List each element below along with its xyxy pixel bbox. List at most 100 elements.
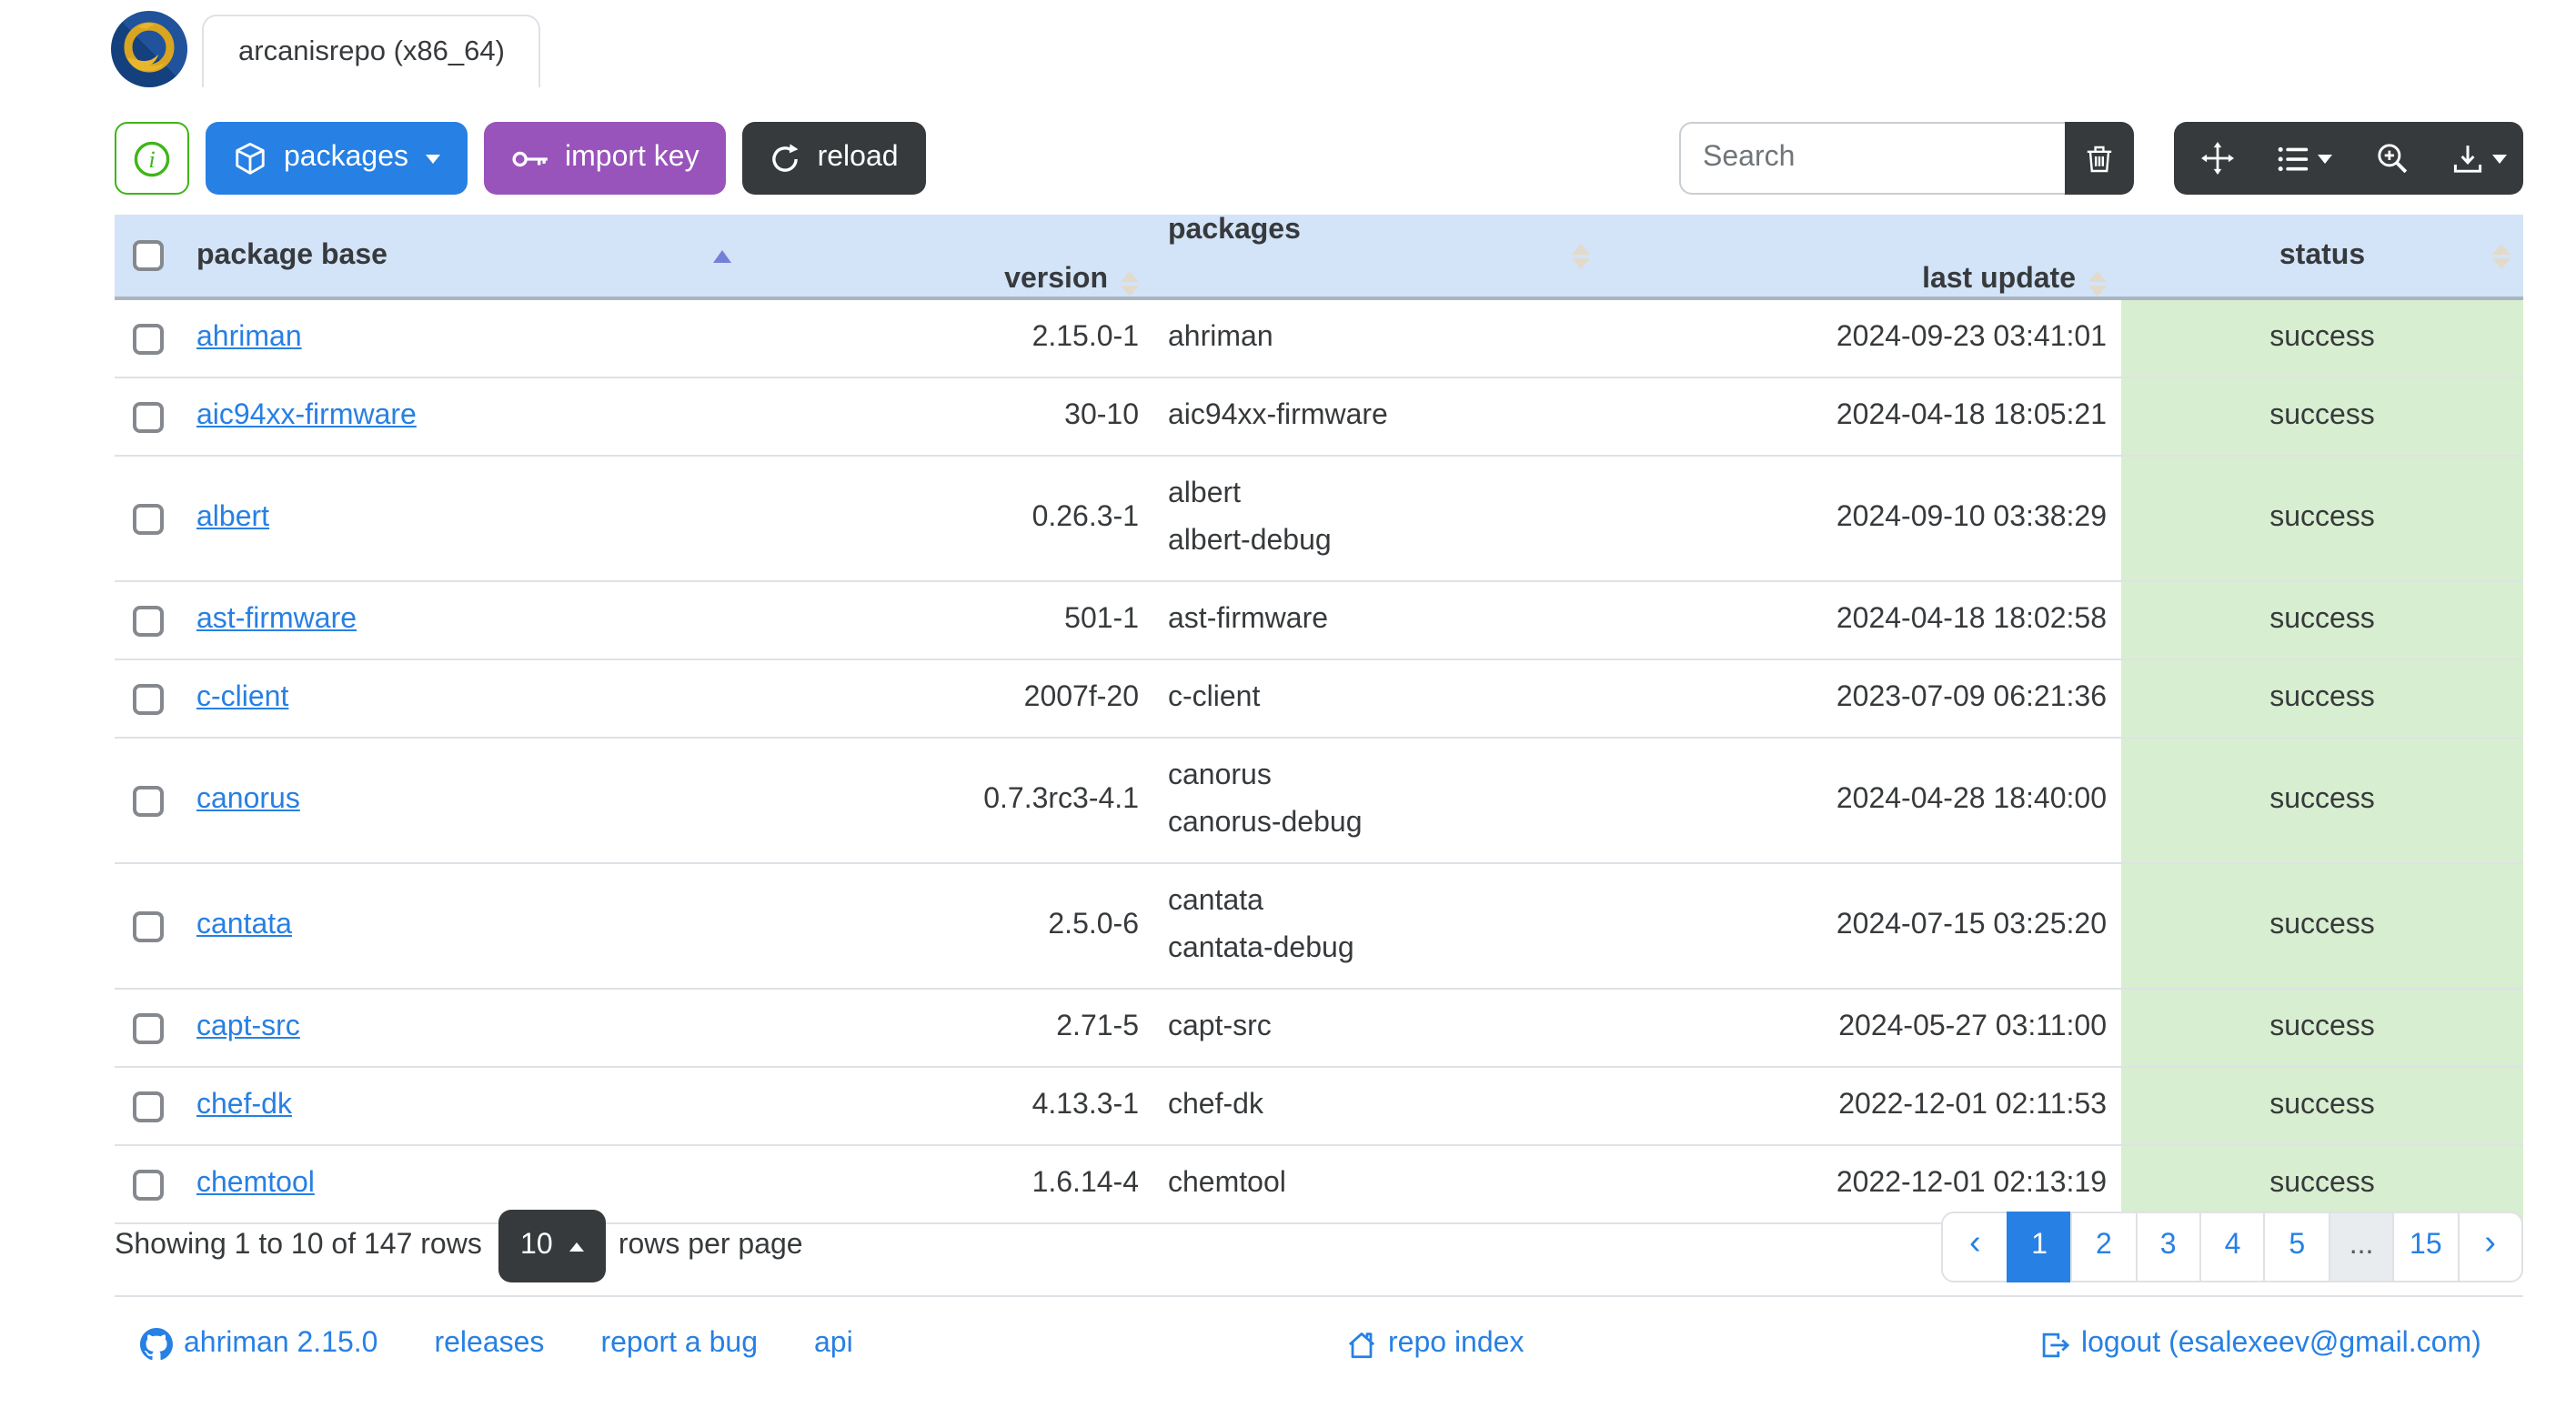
info-icon: i: [134, 140, 170, 176]
status-cell: success: [2121, 864, 2523, 988]
chevron-down-icon: [2318, 154, 2332, 163]
packages-dropdown-button[interactable]: packages: [206, 122, 467, 195]
version-cell: 1.6.14-4: [1031, 1168, 1139, 1199]
fullscreen-button[interactable]: [2174, 122, 2261, 195]
row-checkbox[interactable]: [133, 1012, 164, 1043]
table-footer: Showing 1 to 10 of 147 rows 10 rows per …: [115, 1210, 2523, 1282]
header-package-base[interactable]: package base: [182, 215, 748, 297]
table-row: ast-firmware 501-1 ast-firmware 2024-04-…: [115, 582, 2523, 660]
row-checkbox[interactable]: [133, 605, 164, 636]
package-box-icon: [236, 141, 265, 174]
pagination-page-15[interactable]: 15: [2392, 1211, 2460, 1282]
packages-cell: chemtool: [1153, 1146, 1603, 1222]
footer-right-links: logout (esalexeev@gmail.com): [2039, 1317, 2481, 1372]
import-key-button-label: import key: [565, 142, 699, 173]
row-checkbox[interactable]: [133, 1169, 164, 1200]
pagination-page-4[interactable]: 4: [2199, 1211, 2266, 1282]
logout-link[interactable]: logout (esalexeev@gmail.com): [2039, 1328, 2481, 1361]
list-icon: [2278, 146, 2309, 171]
ahriman-version-link[interactable]: ahriman 2.15.0: [140, 1328, 377, 1361]
packages-table: package base version packages last updat…: [115, 215, 2523, 1224]
table-row: chef-dk 4.13.3-1 chef-dk 2022-12-01 02:1…: [115, 1068, 2523, 1146]
row-checkbox[interactable]: [133, 683, 164, 714]
package-name: albert-debug: [1168, 526, 1332, 557]
zoom-button[interactable]: [2349, 122, 2436, 195]
package-name: capt-src: [1168, 1011, 1272, 1042]
releases-link[interactable]: releases: [434, 1328, 544, 1361]
chevron-down-icon: [2492, 154, 2507, 163]
row-checkbox[interactable]: [133, 785, 164, 816]
package-name: c-client: [1168, 682, 1261, 713]
api-label: api: [814, 1328, 853, 1359]
header-version[interactable]: version: [748, 215, 1153, 297]
packages-cell: chef-dk: [1153, 1068, 1603, 1144]
page-size-dropdown[interactable]: 10: [498, 1210, 606, 1282]
download-icon: [2453, 145, 2482, 172]
status-cell: success: [2121, 378, 2523, 455]
table-row: ahriman 2.15.0-1 ahriman 2024-09-23 03:4…: [115, 300, 2523, 378]
package-base-link[interactable]: canorus: [196, 784, 300, 815]
row-checkbox[interactable]: [133, 503, 164, 534]
home-icon: [1348, 1332, 1375, 1358]
package-base-link[interactable]: c-client: [196, 682, 289, 713]
packages-cell: canorus canorus-debug: [1153, 739, 1603, 862]
page-size-value: 10: [520, 1230, 553, 1261]
row-checkbox[interactable]: [133, 323, 164, 354]
package-base-link[interactable]: capt-src: [196, 1011, 300, 1042]
package-name: cantata: [1168, 886, 1263, 917]
row-checkbox[interactable]: [133, 401, 164, 432]
package-base-link[interactable]: cantata: [196, 910, 292, 940]
reload-button-label: reload: [817, 142, 899, 173]
pagination-page-2[interactable]: 2: [2070, 1211, 2138, 1282]
package-name: aic94xx-firmware: [1168, 400, 1388, 431]
columns-dropdown-button[interactable]: [2261, 122, 2349, 195]
table-header-row: package base version packages last updat…: [115, 215, 2523, 300]
version-cell: 2.5.0-6: [1048, 910, 1139, 940]
footer: ahriman 2.15.0 releases report a bug api…: [115, 1317, 2523, 1372]
table-row: aic94xx-firmware 30-10 aic94xx-firmware …: [115, 378, 2523, 457]
sort-icon: [2492, 243, 2511, 268]
status-cell: success: [2121, 300, 2523, 377]
package-base-link[interactable]: albert: [196, 502, 270, 533]
export-dropdown-button[interactable]: [2436, 122, 2523, 195]
package-base-link[interactable]: chemtool: [196, 1168, 315, 1199]
status-cell: success: [2121, 990, 2523, 1066]
pagination-page-5[interactable]: 5: [2263, 1211, 2330, 1282]
import-key-button[interactable]: import key: [483, 122, 727, 195]
pagination-prev-button[interactable]: ‹: [1941, 1211, 2008, 1282]
header-packages[interactable]: packages: [1153, 215, 1603, 297]
search-group: [1679, 122, 2134, 195]
last-update-cell: 2022-12-01 02:11:53: [1838, 1090, 2107, 1121]
pagination-page-3[interactable]: 3: [2135, 1211, 2202, 1282]
sort-icon: [1121, 271, 1139, 297]
pagination-ellipsis[interactable]: ...: [2328, 1211, 2395, 1282]
row-checkbox[interactable]: [133, 1091, 164, 1121]
row-checkbox[interactable]: [133, 910, 164, 941]
select-all-checkbox[interactable]: [133, 240, 164, 271]
package-base-link[interactable]: ast-firmware: [196, 604, 357, 635]
package-base-link[interactable]: aic94xx-firmware: [196, 400, 417, 431]
package-base-link[interactable]: ahriman: [196, 322, 302, 353]
chevron-down-icon: [425, 154, 439, 163]
ahriman-logo-icon: [111, 11, 188, 87]
clear-search-button[interactable]: [2065, 122, 2134, 195]
pagination-next-button[interactable]: ›: [2457, 1211, 2523, 1282]
pagination-page-1[interactable]: 1: [2006, 1211, 2073, 1282]
header-last-update[interactable]: last update: [1603, 215, 2121, 297]
api-link[interactable]: api: [814, 1328, 853, 1361]
info-button[interactable]: i: [115, 122, 189, 195]
sort-icon: [1572, 243, 1590, 268]
header-status[interactable]: status: [2121, 215, 2523, 297]
search-input[interactable]: [1679, 122, 2065, 195]
last-update-cell: 2024-05-27 03:11:00: [1838, 1011, 2107, 1042]
tab-repository[interactable]: arcanisrepo (x86_64): [202, 15, 541, 87]
table-row: c-client 2007f-20 c-client 2023-07-09 06…: [115, 660, 2523, 739]
status-cell: success: [2121, 660, 2523, 737]
status-cell: success: [2121, 739, 2523, 862]
repo-index-link[interactable]: repo index: [1346, 1328, 1524, 1361]
reload-button[interactable]: reload: [742, 122, 926, 195]
packages-button-label: packages: [284, 142, 408, 173]
package-base-link[interactable]: chef-dk: [196, 1090, 292, 1121]
report-bug-link[interactable]: report a bug: [600, 1328, 758, 1361]
status-cell: success: [2121, 582, 2523, 659]
